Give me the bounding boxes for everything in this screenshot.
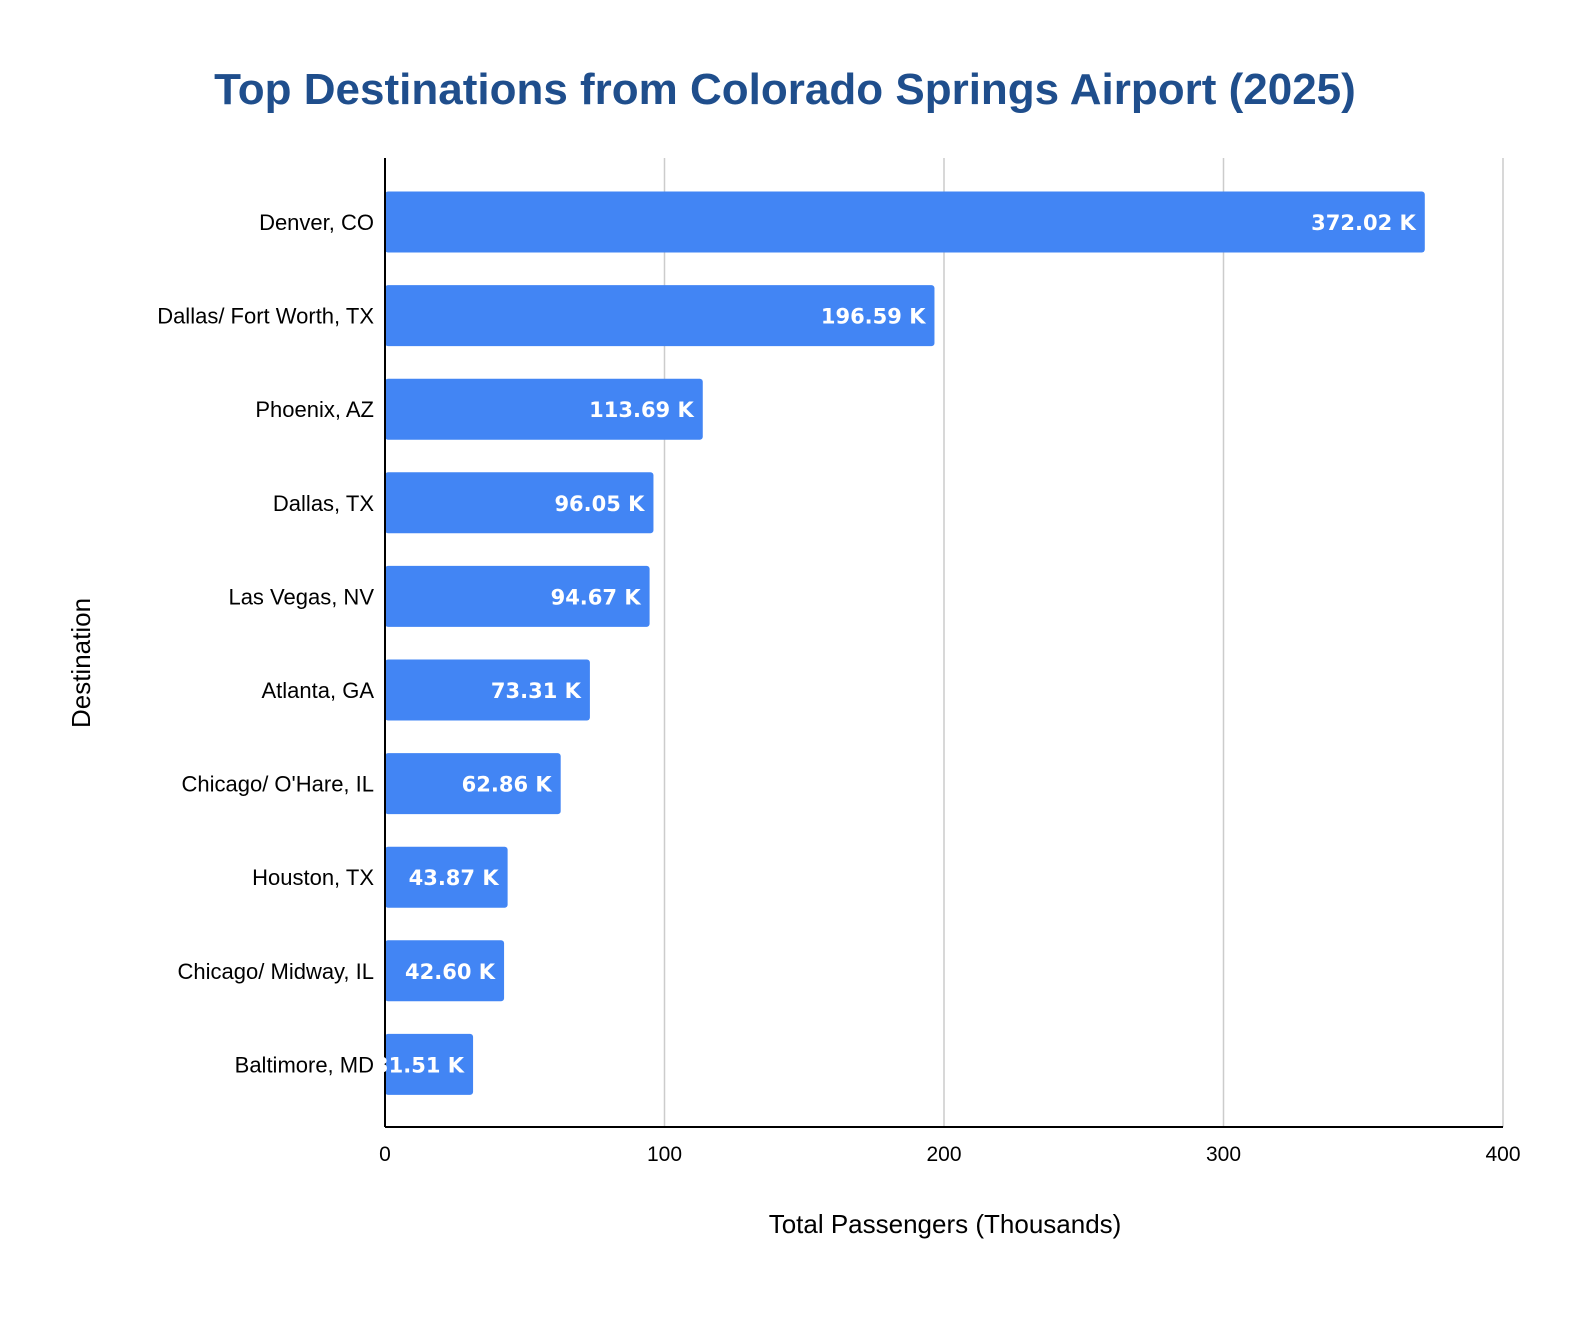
bar	[385, 285, 935, 347]
labels: 0 100 200 300 400 Denver, CO 372.02 K Dallas/ F…	[157, 210, 1520, 1166]
category-label: Houston, TX	[252, 865, 374, 890]
x-tick-label: 300	[1206, 1143, 1241, 1166]
data-label: 62.86 K	[462, 773, 553, 797]
bar	[385, 846, 508, 908]
category-label: Chicago/ Midway, IL	[178, 959, 374, 984]
data-label: 73.31 K	[491, 679, 582, 703]
category-label: Atlanta, GA	[261, 678, 374, 703]
bar	[385, 1033, 474, 1095]
bar	[385, 472, 654, 534]
category-label: Baltimore, MD	[235, 1052, 374, 1077]
x-tick-label: 100	[647, 1143, 682, 1166]
x-tick-label: 400	[1485, 1143, 1520, 1166]
bars	[385, 191, 1425, 1095]
data-label: 31.51 K	[374, 1053, 465, 1077]
bar	[385, 378, 703, 440]
data-label: 196.59 K	[821, 305, 926, 329]
category-label: Chicago/ O'Hare, IL	[181, 772, 374, 797]
x-axis-title: Total Passengers (Thousands)	[769, 1209, 1122, 1239]
bar	[385, 659, 590, 721]
category-label: Denver, CO	[259, 210, 374, 235]
data-label: 42.60 K	[405, 960, 496, 984]
bar	[385, 753, 561, 815]
gridlines	[663, 158, 1504, 1127]
data-label: 372.02 K	[1311, 211, 1416, 235]
data-label: 94.67 K	[551, 585, 642, 609]
axes	[384, 158, 1503, 1128]
category-label: Las Vegas, NV	[228, 584, 374, 609]
category-label: Dallas, TX	[273, 491, 374, 516]
bar	[385, 940, 505, 1002]
bar	[385, 191, 1425, 253]
data-label: 96.05 K	[554, 492, 645, 516]
y-axis-title: Destination	[66, 598, 96, 728]
data-label: 113.69 K	[589, 398, 694, 422]
x-tick-label: 200	[926, 1143, 961, 1166]
bar	[385, 565, 650, 627]
category-label: Phoenix, AZ	[255, 397, 374, 422]
data-label: 43.87 K	[409, 866, 500, 890]
chart-title: Top Destinations from Colorado Springs A…	[214, 65, 1356, 114]
x-tick-label: 0	[379, 1143, 391, 1166]
category-label: Dallas/ Fort Worth, TX	[157, 304, 374, 329]
